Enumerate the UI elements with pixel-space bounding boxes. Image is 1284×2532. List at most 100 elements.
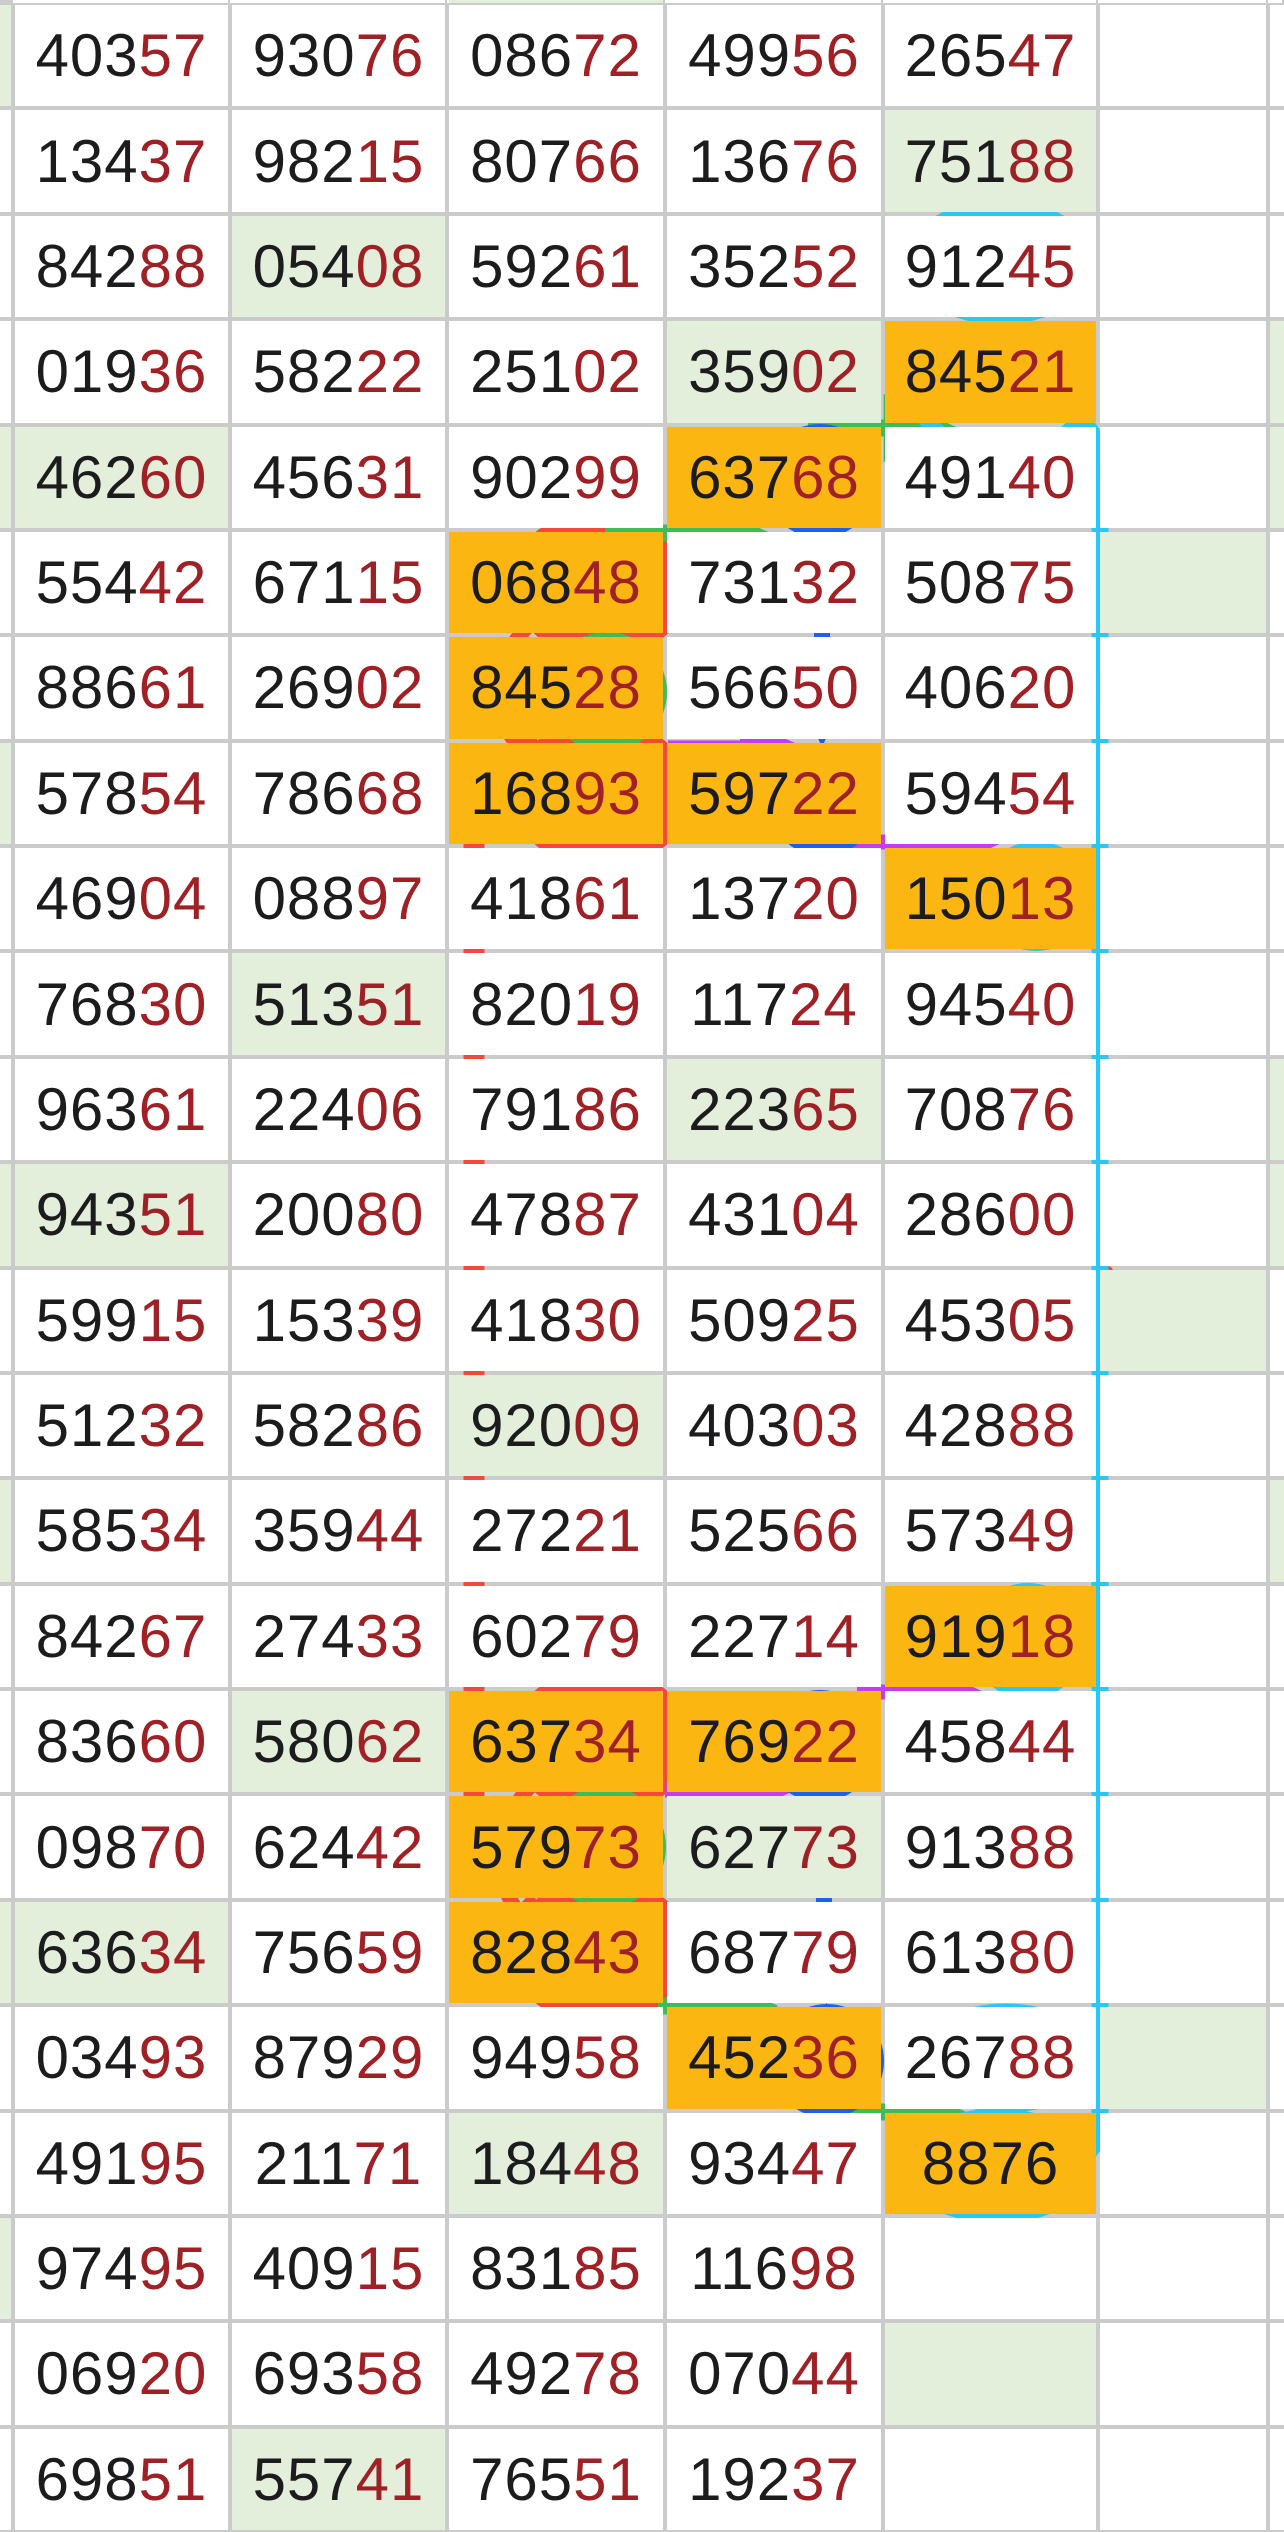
digits-black-part: 265 [904, 22, 1008, 90]
top-sliver-cell [1098, 0, 1266, 3]
digits-black-part: 831 [470, 2235, 574, 2303]
right-column-cell [1100, 2007, 1266, 2109]
digits-red-part: 44 [1007, 1708, 1077, 1776]
digits-black-part: 791 [470, 1075, 574, 1143]
digits-red-part: 79 [573, 1602, 642, 1670]
digits-black-part: 136 [688, 127, 792, 195]
number-cell: 150 13 [885, 848, 1096, 950]
digits-red-part: 86 [355, 1392, 425, 1460]
right-column-cell [1100, 2428, 1266, 2530]
digits-red-part: 50 [791, 654, 860, 722]
number-cell: 469 04 [15, 848, 228, 950]
digits-red-part: 99 [573, 443, 642, 511]
right-sliver-cell [1270, 1480, 1284, 1582]
right-column-cell [1100, 1164, 1266, 1266]
digits-red-part: 66 [573, 127, 642, 195]
number-cell: 406 20 [885, 637, 1096, 739]
digits-black-part: 671 [252, 549, 356, 617]
digits-red-part: 36 [138, 338, 208, 406]
digits-black-part: 982 [252, 127, 356, 195]
left-sliver-cell [0, 1269, 11, 1371]
right-sliver-cell [1270, 110, 1284, 212]
digits-black-part: 597 [688, 759, 792, 827]
digits-red-part: 32 [791, 549, 860, 617]
digits-black-part: 431 [688, 1181, 792, 1249]
number-cell: 934 47 [667, 2112, 881, 2214]
left-sliver-cell [0, 1480, 11, 1582]
right-sliver-cell [1270, 742, 1284, 844]
number-cell: 791 86 [449, 1058, 663, 1161]
digits-black-part: 902 [470, 443, 574, 511]
right-sliver-cell [1270, 1901, 1284, 2004]
top-sliver-cell-green [449, 0, 663, 3]
number-cell: 902 99 [449, 426, 663, 528]
digits-black-part: 913 [904, 1813, 1008, 1881]
number-cell: 068 48 [449, 531, 663, 634]
top-sliver-cell [1268, 0, 1282, 3]
left-sliver-cell [0, 531, 11, 634]
digits-red-part: 93 [573, 759, 642, 827]
right-sliver-cell [1270, 1796, 1284, 1898]
digits-red-part: 59 [355, 1918, 425, 1986]
digits-red-part: 04 [138, 865, 208, 933]
right-column-cell [1100, 742, 1266, 844]
number-cell: 636 34 [15, 1901, 228, 2004]
digits-black-part: 930 [252, 22, 356, 90]
right-column-cell [1100, 2112, 1266, 2214]
digits-black-part: 624 [252, 1813, 356, 1881]
digits-black-part: 943 [35, 1181, 139, 1249]
digits-black-part: 227 [688, 1602, 792, 1670]
digits-black-part: 269 [252, 654, 356, 722]
number-cell: 579 73 [449, 1796, 663, 1898]
digits-red-part: 40 [1007, 443, 1077, 511]
number-cell: 153 39 [232, 1269, 445, 1371]
number-cell: 512 32 [15, 1374, 228, 1477]
digits-black-part: 842 [35, 1602, 139, 1670]
digits-red-part: 80 [1007, 1918, 1077, 1986]
number-cell: 708 76 [885, 1058, 1096, 1161]
digits-red-part: 97 [355, 865, 425, 933]
digits-black-part: 453 [904, 1286, 1008, 1354]
number-cell: 597 22 [667, 742, 881, 844]
right-column-cell [1100, 1058, 1266, 1161]
digits-black-part: 920 [470, 1392, 574, 1460]
digits-black-part: 184 [470, 2129, 574, 2197]
digits-red-part: 52 [791, 232, 860, 300]
digits-red-part: 20 [791, 865, 860, 933]
number-cell: 698 51 [15, 2428, 228, 2530]
right-column-cell [1100, 2323, 1266, 2425]
digits-red-part: 04 [791, 1181, 860, 1249]
digits-red-part: 61 [138, 654, 208, 722]
digits-black-part: 352 [688, 232, 792, 300]
digits-black-part: 637 [470, 1708, 574, 1776]
digits-black-part: 579 [470, 1813, 574, 1881]
right-sliver-cell [1270, 1164, 1284, 1266]
number-cell: 137 20 [667, 848, 881, 950]
number-cell: 566 50 [667, 637, 881, 739]
digits-black-part: 019 [35, 338, 139, 406]
number-cell: 831 85 [449, 2217, 663, 2320]
digits-red-part: 02 [355, 654, 425, 722]
digits-black-part: 582 [252, 1392, 356, 1460]
left-sliver-cell [0, 2007, 11, 2109]
digits-black-part: 845 [904, 338, 1008, 406]
digits-red-part: 15 [138, 1286, 208, 1354]
number-cell: 418 61 [449, 848, 663, 950]
digits-red-part: 61 [573, 865, 642, 933]
digits-black-part: 756 [252, 1918, 356, 1986]
digits-red-part: 76 [1007, 1075, 1077, 1143]
number-cell: 807 66 [449, 110, 663, 212]
number-cell: 828 43 [449, 1901, 663, 2004]
number-cell: 200 80 [232, 1164, 445, 1266]
left-sliver-cell [0, 1901, 11, 2004]
digits-red-part: 09 [573, 1392, 642, 1460]
number-cell: 286 00 [885, 1164, 1096, 1266]
number-cell: 845 28 [449, 637, 663, 739]
right-column-cell [1100, 2217, 1266, 2320]
right-sliver-cell [1270, 5, 1284, 107]
number-cell: 452 36 [667, 2007, 881, 2109]
digits-red-part: 20 [138, 2340, 208, 2408]
digits-red-part: 79 [791, 1918, 860, 1986]
digits-black-part: 949 [470, 2024, 574, 2092]
digits-black-part: 469 [35, 865, 139, 933]
